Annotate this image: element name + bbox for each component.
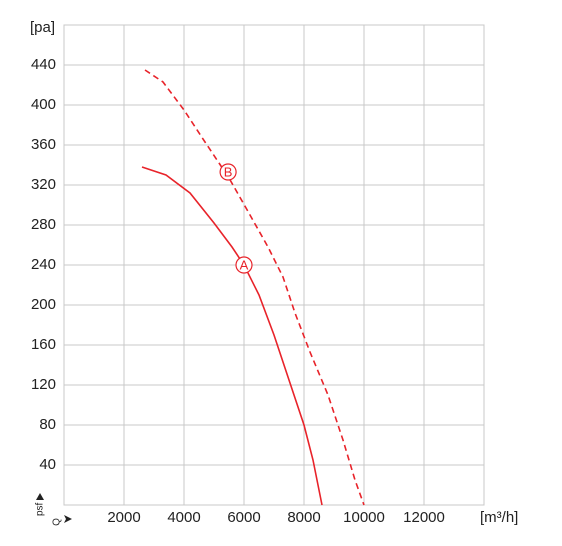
fan-curve	[141, 166, 323, 506]
y-tick-label: 400	[31, 96, 56, 113]
y-tick-label: 360	[31, 136, 56, 153]
y-tick-label: 440	[31, 56, 56, 73]
curve-label: B	[224, 164, 233, 179]
y-tick-label: 200	[31, 296, 56, 313]
fan-curve	[144, 69, 365, 506]
x-axis-label: [m³/h]	[480, 509, 518, 526]
curve-label: A	[240, 257, 249, 272]
y-arrow	[36, 493, 44, 500]
y-axis-label: [pa]	[30, 19, 55, 36]
curve-marker	[219, 163, 237, 181]
y-symbol: psf	[35, 502, 46, 516]
y-tick-label: 240	[31, 256, 56, 273]
x-tick-label: 6000	[227, 509, 260, 526]
y-tick-label: 40	[39, 456, 56, 473]
x-tick-label: 12000	[403, 509, 445, 526]
y-tick-label: 120	[31, 376, 56, 393]
x-arrow	[64, 515, 72, 523]
x-tick-label: 2000	[107, 509, 140, 526]
x-tick-label: 8000	[287, 509, 320, 526]
x-tick-label: 4000	[167, 509, 200, 526]
x-symbol: Q	[52, 518, 63, 526]
y-tick-label: 160	[31, 336, 56, 353]
y-tick-label: 80	[39, 416, 56, 433]
y-tick-label: 280	[31, 216, 56, 233]
x-tick-label: 10000	[343, 509, 385, 526]
curve-marker	[235, 256, 253, 274]
y-tick-label: 320	[31, 176, 56, 193]
